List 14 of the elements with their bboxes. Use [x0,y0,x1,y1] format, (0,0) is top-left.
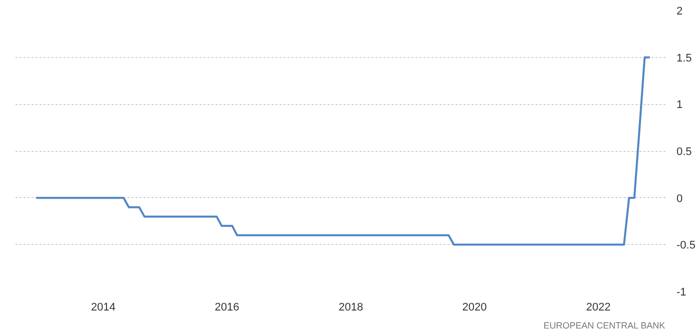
y-tick-label: 0 [676,192,683,205]
y-tick-label: -1 [676,286,686,298]
y-tick-label: 1.5 [676,52,692,64]
x-tick-label: 2016 [214,302,240,314]
x-tick-label: 2014 [91,302,116,314]
y-tick-label: 2 [676,6,683,18]
x-tick-label: 2018 [338,302,364,314]
text: EUROPEAN CENTRAL BANK [543,320,666,330]
x-tick-label: 2022 [586,302,611,314]
y-tick-label: -0.5 [676,240,696,252]
x-tick-label: 2020 [462,302,487,314]
y-tick-label: 1 [676,99,683,112]
y-tick-label: 0.5 [676,146,692,158]
line-series [35,56,651,246]
